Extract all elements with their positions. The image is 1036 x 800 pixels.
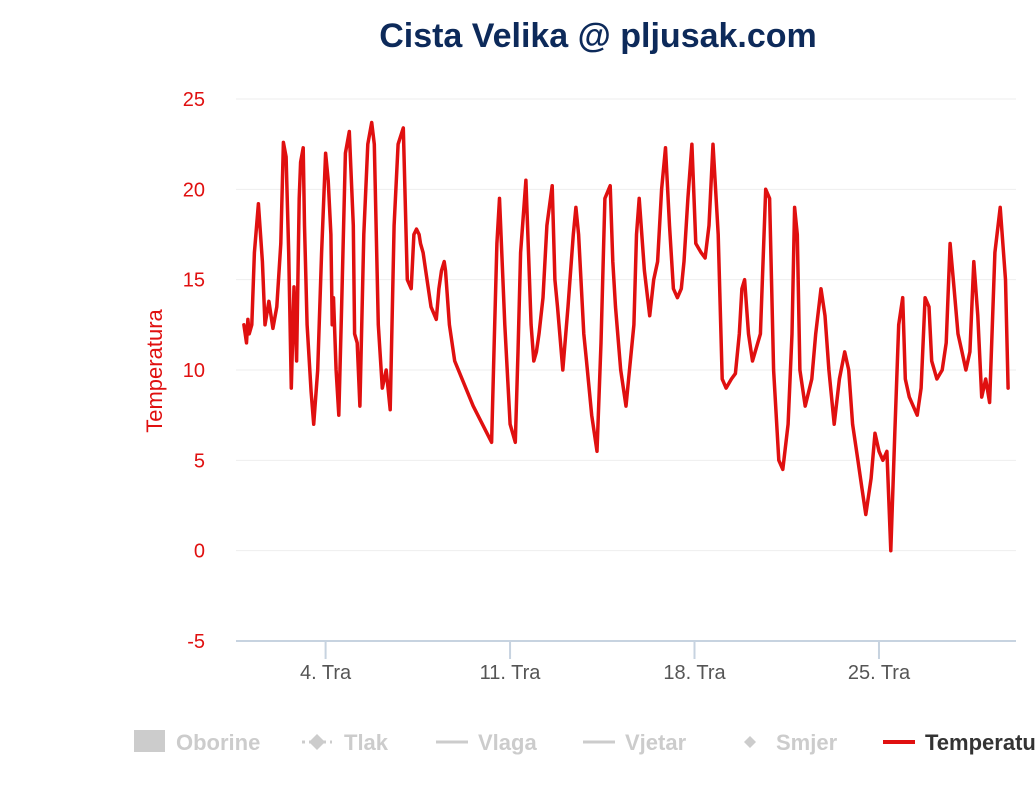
y-tick-label: 5 xyxy=(194,450,205,472)
legend-label: Tlak xyxy=(344,730,389,755)
y-tick-label: -5 xyxy=(187,631,205,653)
series-line-temperatura[interactable] xyxy=(242,120,1010,553)
y-tick-label: 20 xyxy=(183,179,205,201)
legend-item-tlak[interactable]: Tlak xyxy=(302,730,389,755)
legend-item-vjetar[interactable]: Vjetar xyxy=(583,730,687,755)
x-tick-label: 18. Tra xyxy=(663,662,726,684)
legend-symbol xyxy=(134,730,165,752)
legend-item-temperatura[interactable]: Temperatura xyxy=(883,730,1036,755)
legend: Oborine Tlak Vlaga Vjetar Smjer Temperatura xyxy=(134,730,1036,755)
legend-marker xyxy=(309,734,325,750)
chart-title: Cista Velika @ pljusak.com xyxy=(379,17,817,55)
x-tick-label: 11. Tra xyxy=(480,662,542,684)
x-tick-label: 25. Tra xyxy=(848,662,911,684)
x-axis-ticks: 4. Tra 11. Tra 18. Tra 25. Tra xyxy=(300,641,911,684)
legend-label: Vlaga xyxy=(478,730,537,755)
legend-label: Temperatura xyxy=(925,730,1036,755)
y-tick-label: 0 xyxy=(194,541,205,563)
legend-label: Smjer xyxy=(776,730,838,755)
legend-label: Oborine xyxy=(176,730,260,755)
legend-symbol xyxy=(744,736,756,748)
y-tick-label: 25 xyxy=(183,89,205,111)
y-tick-label: 15 xyxy=(183,270,205,292)
legend-item-oborine[interactable]: Oborine xyxy=(134,730,260,755)
x-tick-label: 4. Tra xyxy=(300,662,352,684)
legend-item-smjer[interactable]: Smjer xyxy=(744,730,838,755)
y-axis-label: Temperatura xyxy=(142,308,167,432)
legend-label: Vjetar xyxy=(625,730,687,755)
series-group xyxy=(242,120,1010,553)
y-tick-label: 10 xyxy=(183,360,205,382)
legend-item-vlaga[interactable]: Vlaga xyxy=(436,730,537,755)
y-axis-ticks: -5 0 5 10 15 20 25 xyxy=(183,89,205,653)
